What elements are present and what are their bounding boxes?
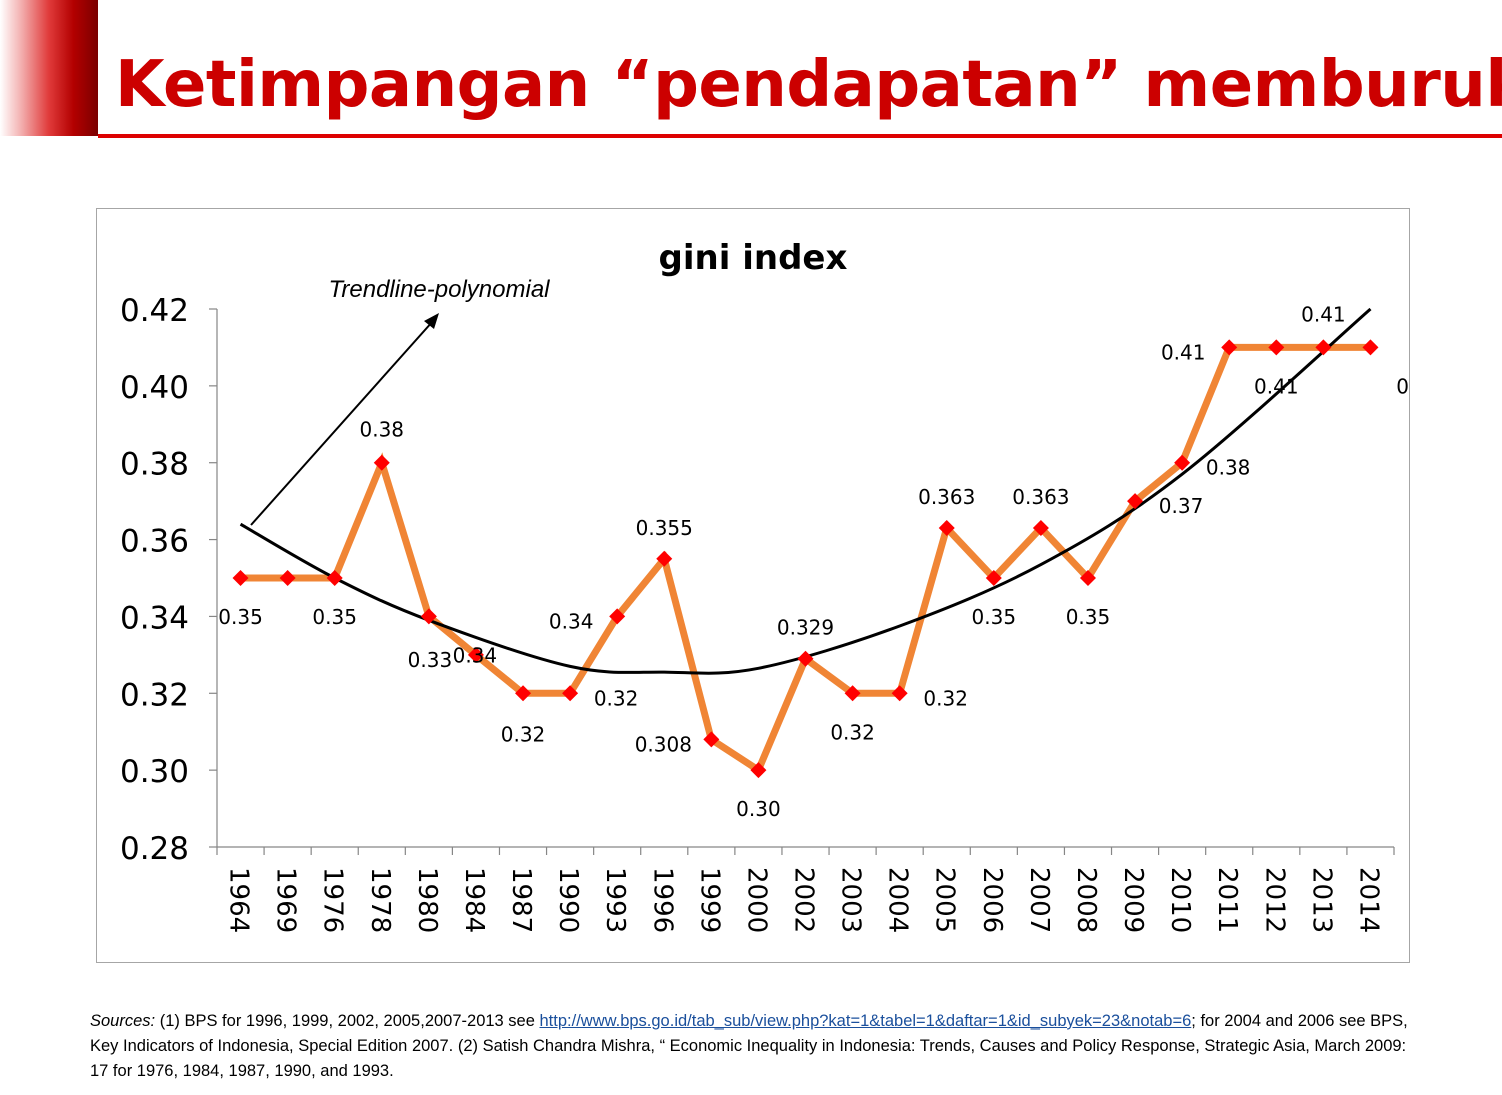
data-point-marker [1362, 339, 1379, 356]
y-tick-label: 0.38 [120, 447, 189, 483]
data-label: 0.38 [1206, 456, 1251, 480]
data-point-marker [279, 570, 296, 586]
data-point-marker [1174, 454, 1191, 471]
data-label: 0.32 [923, 686, 968, 710]
data-point-marker [891, 685, 908, 702]
x-tick-label: 2000 [741, 867, 771, 933]
data-label: 0.41 [1396, 374, 1408, 398]
data-point-marker [515, 685, 532, 702]
x-tick-label: 2007 [1024, 867, 1054, 933]
data-point-marker [1127, 493, 1144, 510]
data-point-marker [326, 570, 343, 586]
sources-note: Sources: (1) BPS for 1996, 1999, 2002, 2… [90, 1009, 1410, 1084]
data-label: 0.363 [918, 485, 975, 509]
data-label: 0.37 [1159, 494, 1204, 518]
sources-label: Sources: [90, 1012, 156, 1030]
data-label: 0.355 [636, 516, 693, 540]
data-label: 0.32 [501, 722, 546, 746]
data-point-marker [656, 550, 673, 567]
x-tick-label: 2013 [1306, 867, 1336, 933]
x-tick-label: 2014 [1353, 867, 1383, 933]
data-point-marker [797, 650, 814, 667]
data-point-marker [1315, 339, 1332, 356]
x-tick-label: 2011 [1212, 867, 1242, 933]
data-label: 0.363 [1012, 485, 1069, 509]
data-label: 0.34 [549, 609, 594, 633]
x-tick-label: 1984 [459, 867, 489, 933]
x-tick-label: 2005 [930, 867, 960, 933]
data-point-marker [703, 731, 720, 748]
data-label: 0.35 [972, 605, 1017, 629]
y-tick-label: 0.28 [120, 831, 189, 867]
x-tick-label: 1996 [647, 867, 677, 933]
x-tick-label: 2012 [1259, 867, 1289, 933]
data-point-marker [938, 520, 955, 537]
data-point-marker [1032, 520, 1049, 537]
x-tick-label: 2010 [1165, 867, 1195, 933]
data-point-marker [562, 685, 579, 702]
trendline-annotation-arrow [250, 320, 434, 526]
x-tick-label: 2002 [789, 867, 819, 933]
data-label: 0.41 [1301, 302, 1346, 326]
data-point-marker [844, 685, 861, 702]
data-label: 0.33 [408, 648, 453, 672]
data-label: 0.35 [218, 605, 263, 629]
x-tick-label: 1976 [318, 867, 348, 933]
y-tick-label: 0.34 [120, 600, 189, 636]
chart-frame: gini index 0.28 0.30 0.32 0.34 0.36 0.38 0.40 0.… [96, 208, 1410, 963]
sources-text-2: ; for 2004 and 2006 see BPS, Key Indicat… [90, 1012, 1408, 1080]
data-label: 0.32 [830, 720, 875, 744]
x-tick-label: 2003 [836, 867, 866, 933]
y-tick-label: 0.40 [120, 370, 189, 406]
data-point-marker [467, 646, 484, 663]
data-point-marker [1268, 339, 1285, 356]
polynomial-trendline [239, 307, 1372, 675]
data-point-marker [1079, 570, 1096, 586]
y-tick-label: 0.30 [120, 754, 189, 790]
slide-title: Ketimpangan “pendapatan” memburuk [115, 48, 1502, 122]
title-accent-bar [0, 0, 98, 136]
gini-line-chart: gini index 0.28 0.30 0.32 0.34 0.36 0.38 0.40 0.… [120, 238, 1408, 933]
x-tick-label: 1987 [506, 867, 536, 933]
data-label: 0.30 [736, 797, 781, 821]
data-label: 0.35 [312, 605, 357, 629]
data-label: 0.308 [635, 732, 692, 756]
data-label: 0.41 [1161, 340, 1206, 364]
x-tick-label: 1964 [224, 867, 254, 933]
chart-title: gini index [659, 238, 848, 278]
x-tick-label: 2006 [977, 867, 1007, 933]
data-label: 0.32 [594, 686, 639, 710]
data-point-marker [232, 570, 249, 586]
data-label: 0.329 [777, 616, 834, 640]
x-tick-label: 1999 [694, 867, 724, 933]
title-divider [98, 134, 1502, 138]
trendline-annotation-label: Trendline-polynomial [329, 276, 551, 303]
x-tick-label: 1969 [271, 867, 301, 933]
data-point-marker [750, 762, 767, 779]
y-tick-label: 0.36 [120, 524, 189, 560]
x-tick-label: 2004 [883, 867, 913, 933]
data-label: 0.41 [1254, 374, 1299, 398]
data-point-marker [373, 454, 390, 471]
data-label: 0.35 [1066, 605, 1111, 629]
data-point-marker [609, 608, 626, 625]
x-tick-label: 1978 [365, 867, 395, 933]
data-label: 0.34 [453, 643, 498, 667]
y-tick-label: 0.42 [120, 293, 189, 329]
x-tick-label: 2008 [1071, 867, 1101, 933]
sources-text-1: (1) BPS for 1996, 1999, 2002, 2005,2007-… [155, 1012, 540, 1030]
x-tick-label: 1980 [412, 867, 442, 933]
data-point-marker [985, 570, 1002, 586]
x-tick-label: 1993 [600, 867, 630, 933]
data-point-marker [420, 608, 437, 625]
x-tick-label: 2009 [1118, 867, 1148, 933]
y-tick-label: 0.32 [120, 677, 189, 713]
x-tick-label: 1990 [553, 867, 583, 933]
series-line [240, 343, 1371, 776]
trendline-annotation-arrowhead [424, 313, 439, 329]
data-point-marker [1221, 339, 1238, 356]
bps-source-link[interactable]: http://www.bps.go.id/tab_sub/view.php?ka… [539, 1012, 1192, 1030]
data-label: 0.38 [360, 418, 405, 442]
